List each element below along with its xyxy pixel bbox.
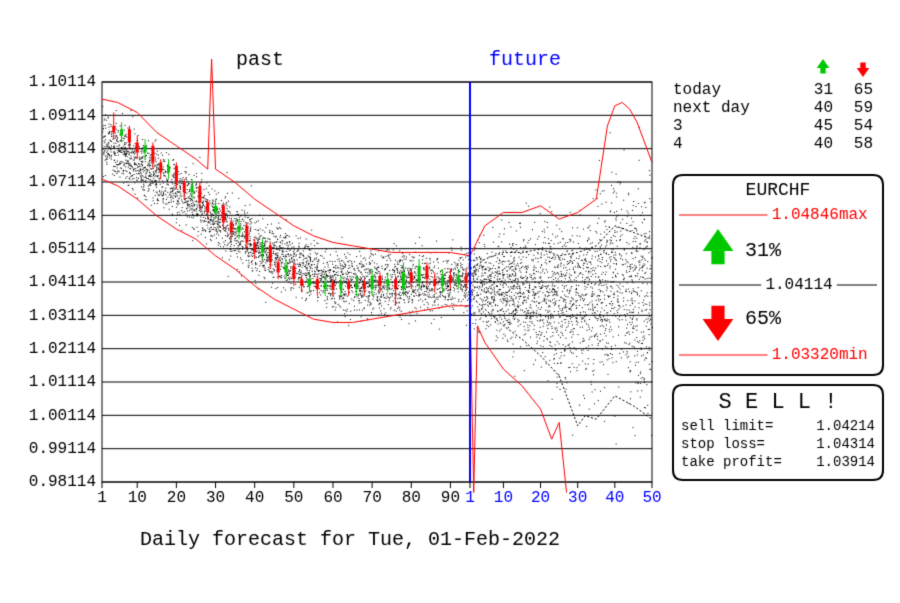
forecast-chart — [0, 0, 900, 603]
